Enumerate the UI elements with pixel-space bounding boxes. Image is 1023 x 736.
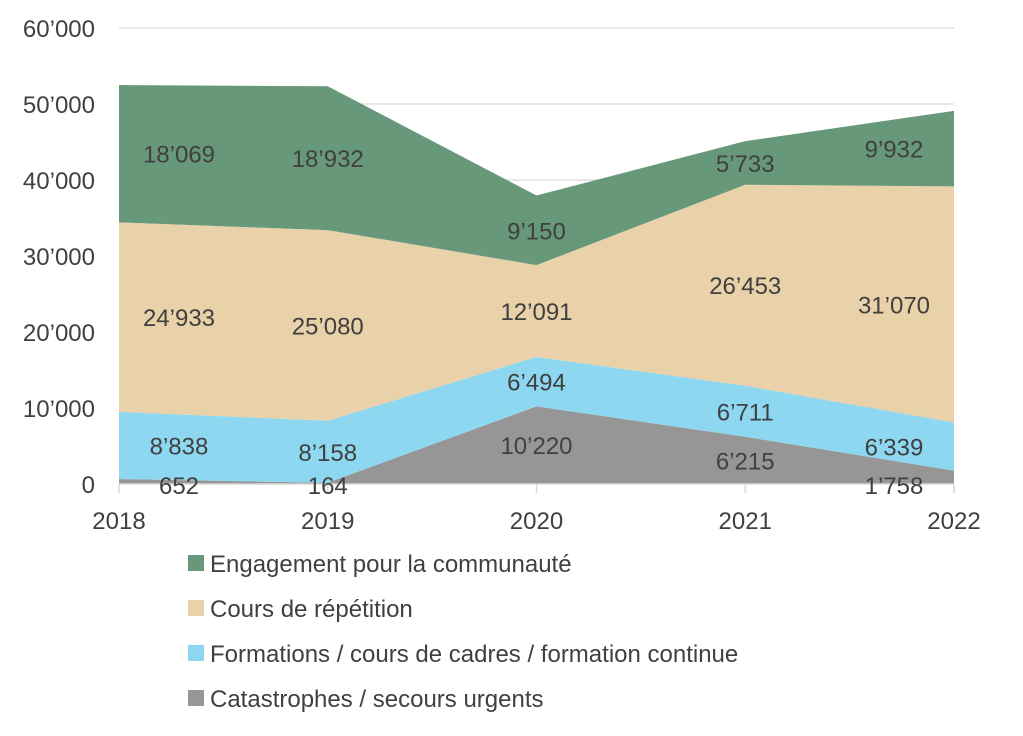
legend-swatch bbox=[188, 645, 204, 661]
data-label: 18’932 bbox=[292, 146, 364, 173]
y-tick-label: 20’000 bbox=[23, 320, 95, 347]
data-label: 9’150 bbox=[507, 218, 566, 245]
data-label: 6’711 bbox=[717, 399, 774, 426]
legend-label: Catastrophes / secours urgents bbox=[210, 686, 544, 713]
x-tick-label: 2018 bbox=[92, 508, 145, 535]
data-label: 9’932 bbox=[865, 137, 924, 164]
data-label: 26’453 bbox=[709, 273, 781, 300]
data-label: 6’339 bbox=[865, 435, 924, 462]
x-tick-label: 2019 bbox=[301, 508, 354, 535]
legend-swatch bbox=[188, 600, 204, 616]
data-label: 12’091 bbox=[500, 299, 572, 326]
data-label: 18’069 bbox=[143, 142, 215, 169]
x-tick-label: 2020 bbox=[510, 508, 563, 535]
data-label: 24’933 bbox=[143, 305, 215, 332]
y-tick-label: 30’000 bbox=[23, 244, 95, 271]
legend-label: Formations / cours de cadres / formation… bbox=[210, 641, 738, 668]
data-label: 652 bbox=[159, 473, 199, 500]
y-tick-label: 60’000 bbox=[23, 16, 95, 43]
legend-label: Engagement pour la communauté bbox=[210, 551, 572, 578]
data-label: 164 bbox=[308, 473, 348, 500]
area-catastrophes-secours-urgents bbox=[119, 406, 954, 484]
area-formations-cours-de-cadres-formation-continue bbox=[119, 356, 954, 483]
data-label: 1’758 bbox=[865, 473, 924, 500]
y-tick-label: 50’000 bbox=[23, 92, 95, 119]
data-label: 25’080 bbox=[292, 313, 364, 340]
axes: 0 10’000 20’000 30’000 40’000 50’000 60’000 201… bbox=[23, 16, 981, 535]
data-labels: 652 164 10’220 6’215 1’758 8’838 8’158 6’494 6’7… bbox=[143, 137, 930, 500]
legend: Engagement pour la communauté Cours de ré… bbox=[188, 551, 738, 713]
data-label: 6’215 bbox=[716, 448, 775, 475]
legend-label: Cours de répétition bbox=[210, 596, 413, 623]
data-label: 31’070 bbox=[858, 292, 930, 319]
legend-swatch bbox=[188, 555, 204, 571]
x-tick-label: 2021 bbox=[719, 508, 772, 535]
data-label: 8’158 bbox=[298, 440, 357, 467]
data-label: 10’220 bbox=[500, 433, 572, 460]
area-engagement-pour-la-communaute bbox=[119, 85, 954, 266]
legend-swatch bbox=[188, 690, 204, 706]
x-tick-label: 2022 bbox=[927, 508, 980, 535]
area-cours-de-repetition bbox=[119, 184, 954, 423]
y-tick-label: 10’000 bbox=[23, 396, 95, 423]
y-tick-label: 0 bbox=[82, 472, 95, 499]
data-label: 5’733 bbox=[716, 151, 775, 178]
area-series bbox=[119, 85, 954, 484]
data-label: 6’494 bbox=[507, 370, 566, 397]
y-tick-label: 40’000 bbox=[23, 168, 95, 195]
data-label: 8’838 bbox=[150, 433, 209, 460]
